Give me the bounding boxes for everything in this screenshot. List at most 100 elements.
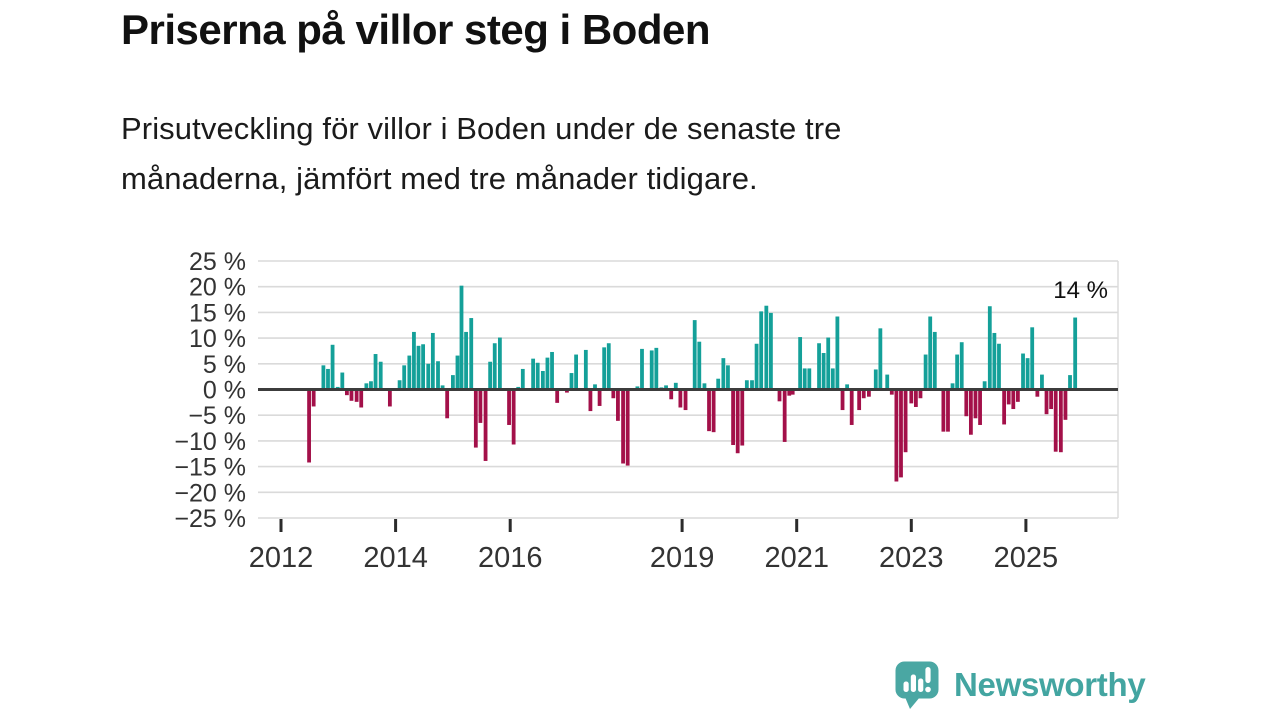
- bar: [702, 383, 707, 390]
- bar: [555, 389, 560, 403]
- bar: [731, 389, 735, 446]
- bar: [987, 306, 992, 390]
- bar: [1015, 389, 1020, 402]
- bar: [430, 332, 435, 390]
- bar: [321, 365, 326, 390]
- bar: [426, 363, 431, 390]
- bar: [1011, 389, 1016, 410]
- bar: [307, 389, 311, 463]
- bar: [373, 354, 378, 390]
- page-title: Priserna på villor steg i Boden: [121, 6, 711, 53]
- bar: [754, 343, 759, 390]
- bar: [583, 349, 588, 390]
- bar: [635, 386, 640, 390]
- subtitle-line-1: Prisutveckling för villor i Boden under …: [121, 111, 842, 146]
- bar: [1053, 389, 1058, 452]
- bar: [344, 389, 349, 396]
- x-axis-tick-label: 2016: [478, 542, 543, 574]
- bar: [826, 337, 831, 390]
- bar: [683, 389, 688, 411]
- bar: [955, 354, 960, 390]
- bar: [473, 389, 478, 448]
- bar: [866, 389, 871, 397]
- bar: [402, 365, 407, 390]
- bar: [330, 344, 335, 390]
- exclamation-stem: [925, 667, 931, 683]
- bar: [1040, 374, 1044, 390]
- bar: [488, 361, 493, 390]
- bar: [640, 348, 644, 390]
- bar: [1068, 375, 1072, 390]
- bar: [973, 389, 978, 419]
- bar: [565, 389, 569, 393]
- bar: [445, 389, 450, 419]
- bar: [469, 318, 474, 390]
- bar: [606, 343, 611, 390]
- bar: [759, 311, 764, 390]
- bar: [982, 381, 987, 390]
- bar: [735, 389, 740, 454]
- bar: [790, 389, 795, 395]
- bar: [707, 389, 711, 432]
- zero-line: [258, 388, 1118, 391]
- bar: [903, 389, 908, 453]
- bar: [769, 312, 773, 390]
- bar: [802, 368, 807, 390]
- bar: [597, 389, 602, 406]
- bar: [455, 355, 460, 390]
- bar: [311, 389, 316, 407]
- bar: [1044, 389, 1049, 415]
- y-axis-tick-label: −15 %: [174, 454, 246, 482]
- y-axis-tick-label: −10 %: [174, 428, 246, 456]
- bar: [913, 389, 918, 407]
- bar: [1021, 353, 1025, 390]
- bar: [625, 389, 630, 466]
- logo-bar-chart-glyph: [903, 667, 931, 693]
- bar: [997, 343, 1001, 390]
- bar: [436, 361, 440, 390]
- x-axis-tick-label: 2019: [650, 542, 715, 574]
- subtitle-line-2: månaderna, jämfört med tre månader tidig…: [121, 161, 758, 196]
- newsworthy-logo: Newsworthy: [894, 660, 1146, 710]
- bar: [777, 389, 782, 402]
- bar: [416, 345, 421, 390]
- bar: [673, 382, 678, 390]
- bar: [1063, 389, 1068, 420]
- bar: [798, 337, 803, 390]
- bar: [397, 380, 402, 390]
- bar: [412, 331, 416, 390]
- bar: [349, 389, 354, 401]
- bar: [878, 328, 883, 390]
- bar: [946, 389, 950, 432]
- y-axis-tick-label: 15 %: [189, 299, 246, 327]
- bar: [649, 350, 654, 390]
- bar: [593, 384, 597, 390]
- x-axis-tick: [680, 519, 684, 532]
- y-axis-tick-label: 5 %: [203, 351, 246, 379]
- subtitle: Prisutveckling för villor i Boden under …: [121, 104, 842, 204]
- bar: [964, 389, 969, 417]
- bar: [923, 354, 928, 390]
- bar: [978, 389, 982, 425]
- bar: [817, 343, 821, 390]
- latest-value-label: 14 %: [1053, 277, 1108, 304]
- bar: [602, 347, 607, 390]
- bar: [1006, 389, 1011, 405]
- bar: [968, 389, 973, 435]
- bar: [835, 316, 840, 390]
- bar: [959, 342, 964, 390]
- bar: [1035, 389, 1040, 397]
- bar: [354, 389, 359, 402]
- bar: [692, 320, 697, 390]
- bar: [744, 380, 749, 390]
- x-axis-tick: [909, 519, 913, 532]
- bar: [1025, 358, 1030, 390]
- x-axis-tick: [1024, 519, 1028, 532]
- bar: [440, 385, 445, 390]
- bar: [711, 389, 716, 433]
- bar: [740, 389, 745, 446]
- bar: [857, 389, 862, 411]
- y-axis-tick-label: −25 %: [174, 505, 246, 533]
- x-axis-tick: [795, 519, 799, 532]
- bar: [918, 389, 923, 399]
